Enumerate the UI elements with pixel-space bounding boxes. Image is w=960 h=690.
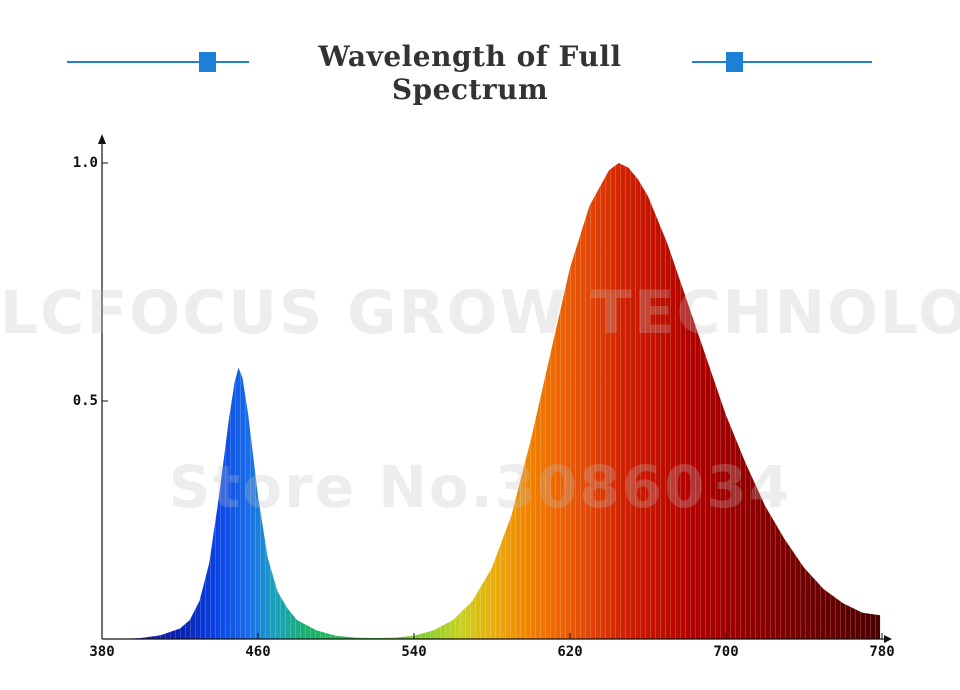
ticks-group: 380 460 540 620 700 780 0.5 1.0 bbox=[73, 155, 895, 660]
header-right-square-icon bbox=[726, 52, 743, 72]
spectrum-area-stripes bbox=[102, 163, 881, 639]
x-tick-label: 780 bbox=[869, 644, 894, 660]
header-left-square-icon bbox=[199, 52, 216, 72]
header-right-line bbox=[692, 61, 872, 63]
y-tick-label: 1.0 bbox=[73, 155, 98, 171]
page-title: Wavelength of Full Spectrum bbox=[318, 40, 622, 106]
x-tick-label: 540 bbox=[401, 644, 426, 660]
spectrum-area-group bbox=[102, 163, 881, 639]
axes-group bbox=[98, 134, 892, 643]
header-left-line bbox=[67, 61, 249, 63]
header-banner bbox=[0, 30, 960, 90]
x-tick-label: 460 bbox=[245, 644, 270, 660]
x-axis-arrow-icon bbox=[884, 635, 892, 643]
x-tick-label: 620 bbox=[557, 644, 582, 660]
y-axis-arrow-icon bbox=[98, 134, 106, 144]
x-tick-label: 380 bbox=[89, 644, 114, 660]
y-tick-label: 0.5 bbox=[73, 393, 98, 409]
x-tick-label: 700 bbox=[713, 644, 738, 660]
